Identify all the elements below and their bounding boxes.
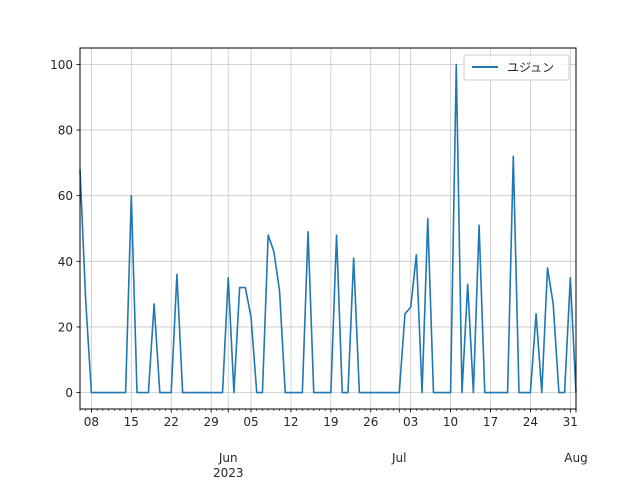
x-tick-label: 26 bbox=[363, 415, 378, 429]
x-major-tick-label: Jul bbox=[391, 451, 406, 465]
plot-area bbox=[80, 48, 576, 409]
x-tick-label: 03 bbox=[403, 415, 418, 429]
y-tick-label: 20 bbox=[58, 320, 73, 334]
x-tick-label: 17 bbox=[483, 415, 498, 429]
y-tick-label: 100 bbox=[50, 58, 73, 72]
x-tick-label: 24 bbox=[523, 415, 538, 429]
x-tick-label: 10 bbox=[443, 415, 458, 429]
x-tick-label: 29 bbox=[203, 415, 218, 429]
x-tick-label: 05 bbox=[243, 415, 258, 429]
y-tick-label: 40 bbox=[58, 255, 73, 269]
legend-label: ユジュン bbox=[507, 61, 554, 75]
x-tick-label: 15 bbox=[124, 415, 139, 429]
x-major-tick-label: Jun bbox=[218, 451, 238, 465]
x-tick-label: 08 bbox=[84, 415, 99, 429]
y-tick-label: 0 bbox=[65, 386, 73, 400]
legend: ユジュン bbox=[463, 54, 570, 81]
series-layer bbox=[79, 63, 577, 394]
x-major-tick-label: 2023 bbox=[213, 466, 244, 480]
y-tick-label: 80 bbox=[58, 124, 73, 138]
legend-box bbox=[463, 54, 570, 81]
x-tick-label: 31 bbox=[563, 415, 578, 429]
x-tick-label: 19 bbox=[323, 415, 338, 429]
y-tick-label: 60 bbox=[58, 189, 73, 203]
x-major-tick-label: Aug bbox=[564, 451, 587, 465]
plot-frame bbox=[79, 47, 577, 410]
x-tick-label: 22 bbox=[164, 415, 179, 429]
x-tick-label: 12 bbox=[283, 415, 298, 429]
series-line bbox=[79, 63, 577, 394]
